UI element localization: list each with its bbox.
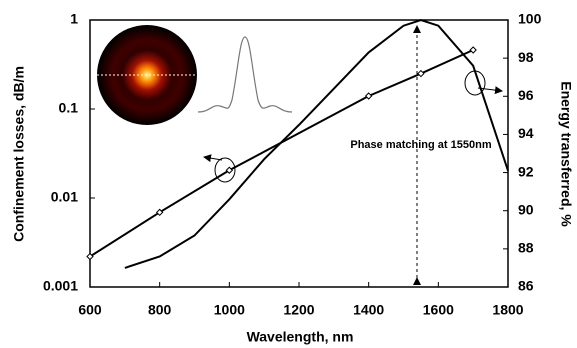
data-point bbox=[470, 47, 476, 53]
x-tick-label: 600 bbox=[78, 302, 102, 318]
y2-tick-label: 88 bbox=[518, 240, 534, 256]
y-tick-label: 1 bbox=[70, 11, 78, 27]
x-tick-label: 1000 bbox=[214, 302, 245, 318]
arrow bbox=[204, 157, 222, 160]
annotation: Phase matching at 1550nm bbox=[350, 139, 491, 151]
y2-tick-label: 92 bbox=[518, 163, 534, 179]
data-point bbox=[418, 71, 424, 77]
x-tick-label: 1600 bbox=[423, 302, 454, 318]
y2-tick-label: 98 bbox=[518, 49, 534, 65]
x-axis-label: Wavelength, nm bbox=[247, 329, 354, 345]
inset bbox=[97, 25, 292, 125]
chart: Phase matching at 1550nm Wavelength, nm … bbox=[0, 0, 577, 348]
y2-axis-label: Energy transferred, % bbox=[558, 81, 574, 227]
y2-tick-label: 94 bbox=[518, 125, 534, 141]
x-tick-label: 1400 bbox=[353, 302, 384, 318]
y-tick-label: 0.1 bbox=[59, 100, 79, 116]
y-tick-label: 0.01 bbox=[51, 189, 78, 205]
x-tick-label: 1800 bbox=[492, 302, 523, 318]
y2-tick-label: 96 bbox=[518, 87, 534, 103]
x-tick-label: 800 bbox=[148, 302, 172, 318]
x-tick-label: 1200 bbox=[283, 302, 314, 318]
y2-tick-label: 100 bbox=[518, 11, 542, 27]
y-tick-label: 0.001 bbox=[43, 278, 78, 294]
y-axis-label: Confinement losses, dB/m bbox=[11, 66, 27, 242]
y2-tick-label: 86 bbox=[518, 278, 534, 294]
y2-tick-label: 90 bbox=[518, 201, 534, 217]
